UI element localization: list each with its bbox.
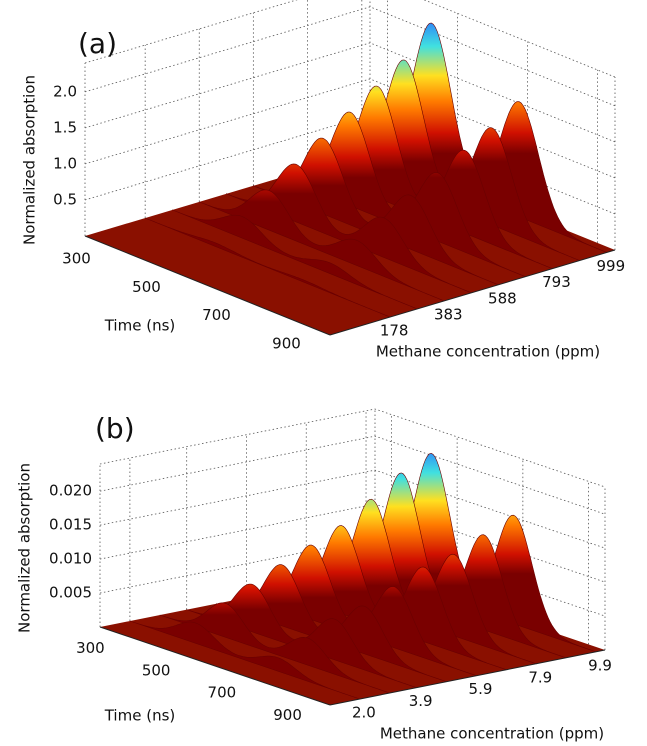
- z-tick-label: 2.0: [53, 82, 77, 100]
- y-axis-title: Methane concentration (ppm): [376, 343, 600, 361]
- absorption-slice: [129, 620, 360, 700]
- z-tick-label: 0.015: [49, 516, 92, 534]
- z-tick-label: 0.020: [49, 482, 92, 500]
- absorption-slice: [199, 189, 445, 302]
- z-tick-label: 0.005: [49, 584, 92, 602]
- absorption-slice: [145, 217, 391, 318]
- grid-line: [99, 469, 606, 549]
- y-axis-title: Methane concentration (ppm): [380, 725, 604, 743]
- absorption-slice: [159, 602, 390, 694]
- grid-line: [84, 78, 616, 179]
- y-tick-label: 2.0: [352, 704, 376, 722]
- grid-line: [84, 42, 616, 143]
- x-tick-label: 900: [272, 334, 301, 352]
- y-tick-label: 3.9: [409, 692, 433, 710]
- x-tick-label: 500: [142, 661, 171, 679]
- panel-label: (b): [95, 412, 135, 445]
- z-tick-label: 1.5: [53, 118, 77, 136]
- y-tick-label: 178: [380, 322, 409, 340]
- z-tick-label: 0.5: [53, 190, 77, 208]
- x-axis-title: Time (ns): [104, 707, 176, 725]
- grid-line: [99, 435, 606, 515]
- z-axis-title: Normalized absorption: [16, 463, 34, 633]
- y-tick-label: 999: [596, 257, 625, 275]
- axis-edge: [329, 649, 606, 706]
- x-tick-label: 700: [208, 684, 237, 702]
- grid-line: [84, 6, 616, 107]
- x-tick-label: 500: [132, 278, 161, 296]
- x-tick-label: 300: [76, 639, 105, 657]
- panel-label: (a): [78, 27, 117, 60]
- z-axis-title: Normalized absorption: [21, 75, 39, 245]
- y-tick-label: 5.9: [469, 680, 493, 698]
- axis-edge: [84, 235, 331, 336]
- z-tick-label: 0.010: [49, 550, 92, 568]
- z-tick-label: 1.0: [53, 154, 77, 172]
- y-tick-label: 588: [488, 289, 517, 307]
- x-axis-title: Time (ns): [104, 317, 176, 335]
- wall-edge: [84, 0, 616, 78]
- y-tick-label: 7.9: [528, 668, 552, 686]
- y-tick-label: 9.9: [588, 656, 612, 674]
- axis-edge: [99, 626, 331, 706]
- absorption-slice: [172, 209, 418, 310]
- x-tick-label: 700: [202, 306, 231, 324]
- y-tick-label: 793: [542, 273, 571, 291]
- wall-edge: [99, 408, 606, 488]
- y-tick-label: 383: [434, 305, 463, 323]
- x-tick-label: 900: [273, 706, 302, 724]
- axis-edge: [329, 249, 616, 336]
- x-tick-label: 300: [62, 250, 91, 268]
